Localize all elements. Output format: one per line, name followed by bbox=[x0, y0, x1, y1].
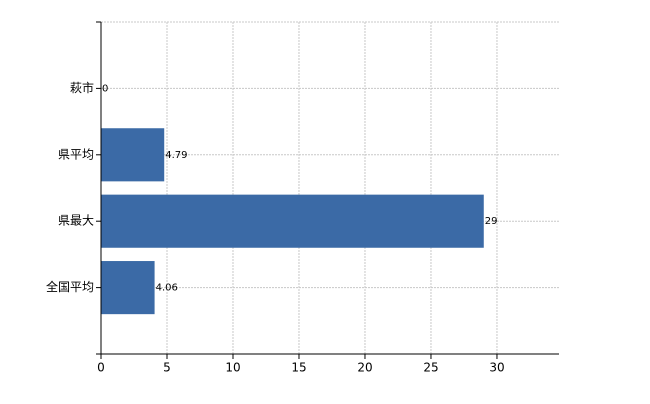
bar bbox=[101, 261, 155, 315]
y-tick-label: 県最大 bbox=[58, 214, 94, 228]
y-tick-label: 萩市 bbox=[70, 80, 94, 95]
x-tick-label: 20 bbox=[357, 361, 372, 375]
value-label: 29 bbox=[485, 216, 498, 227]
value-label: 4.79 bbox=[165, 150, 187, 161]
x-tick-label: 25 bbox=[423, 361, 438, 375]
x-tick-label: 5 bbox=[163, 361, 171, 375]
y-tick-label: 全国平均 bbox=[46, 279, 94, 294]
x-tick-label: 10 bbox=[225, 361, 240, 375]
bar bbox=[101, 128, 165, 182]
x-tick-label: 0 bbox=[97, 361, 105, 375]
value-label: 4.06 bbox=[156, 283, 178, 294]
y-tick-label: 県平均 bbox=[58, 147, 94, 161]
x-tick-label: 30 bbox=[489, 361, 504, 375]
bar bbox=[101, 194, 484, 248]
x-tick-label: 15 bbox=[291, 361, 306, 375]
value-label: 0 bbox=[102, 83, 108, 94]
